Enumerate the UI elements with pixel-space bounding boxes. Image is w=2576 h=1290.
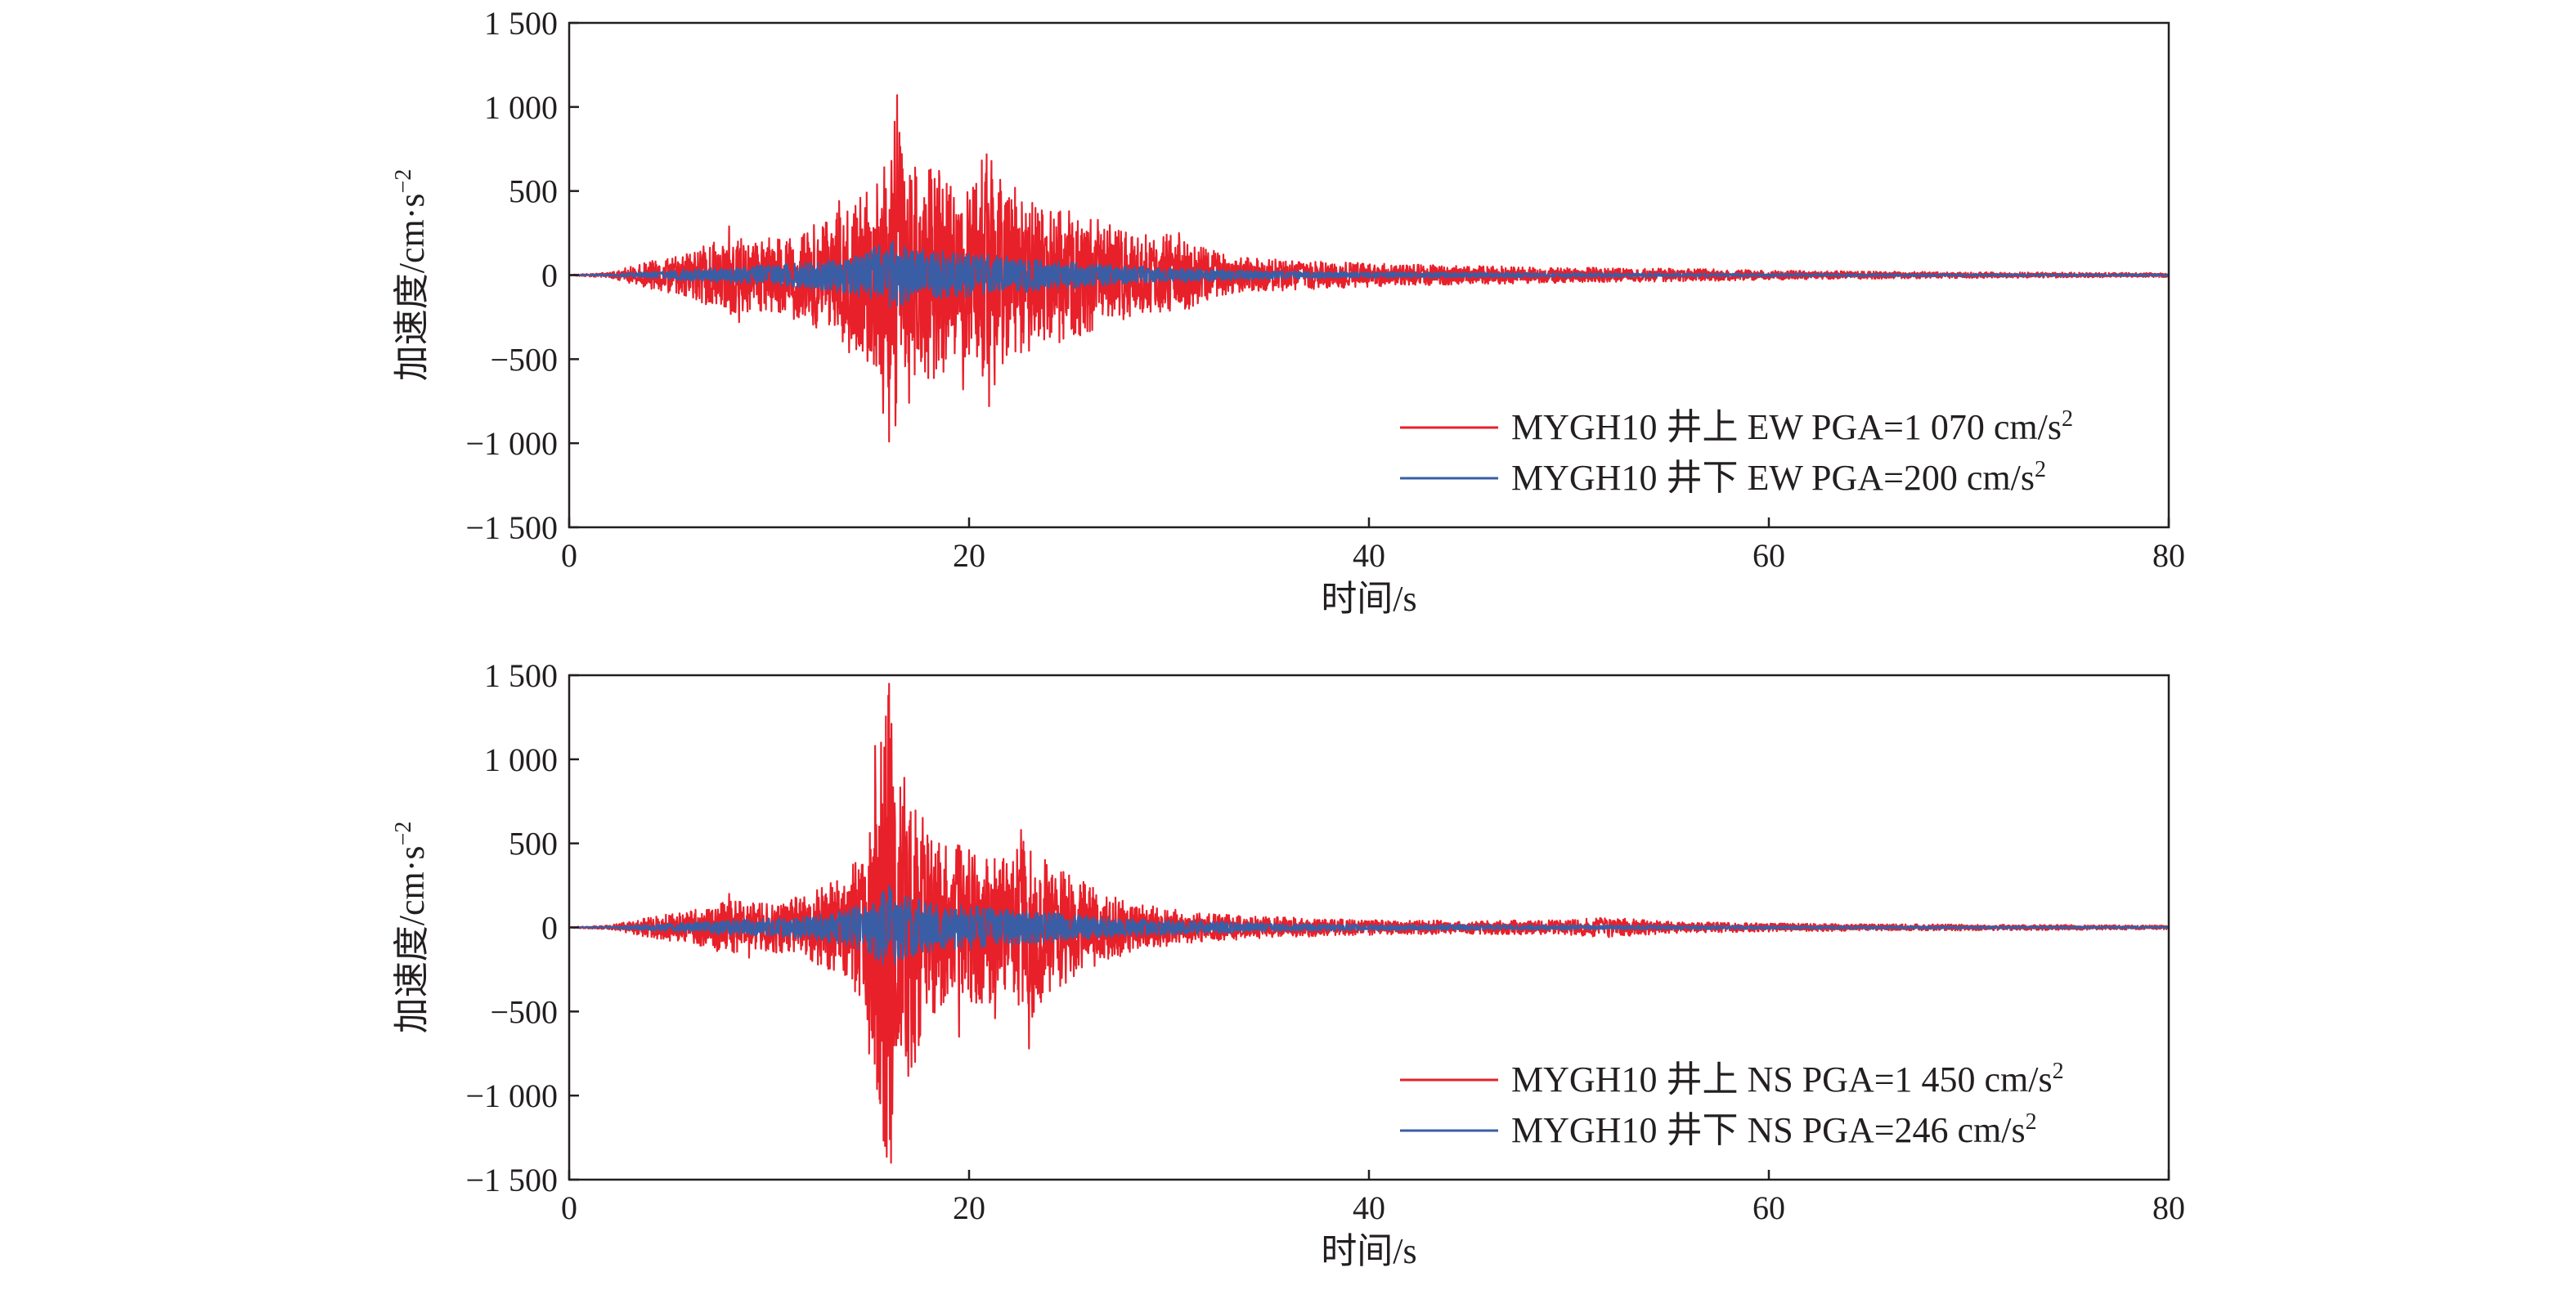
y-tick-label: −1 500 xyxy=(465,1162,558,1198)
chart-panel-ns: 0 20 40 60 80 −1 500 −1 000 −500 0 500 1 000 1 500… xyxy=(391,657,2185,1271)
trace-group xyxy=(568,683,2170,1164)
legend-label-borehole-sup: 2 xyxy=(2026,1109,2037,1135)
y-tick-label: 1 000 xyxy=(484,89,558,126)
x-tick-label: 40 xyxy=(1353,537,1385,574)
y-tick-label: 0 xyxy=(541,258,558,294)
y-tick-label: 500 xyxy=(509,173,558,210)
x-tick-label: 20 xyxy=(953,1189,985,1226)
legend-label-surface: MYGH10 井上 EW PGA=1 070 cm/s2 xyxy=(1511,406,2073,447)
y-axis-ticks: −1 500 −1 000 −500 0 500 1 000 1 500 xyxy=(465,5,579,546)
y-axis-label-exponent: −2 xyxy=(391,169,416,194)
x-axis-ticks: 0 20 40 60 80 xyxy=(561,1170,2185,1226)
y-axis-label-text: 加速度/cm·s xyxy=(392,194,432,382)
legend-label-surface-text: MYGH10 井上 NS PGA=1 450 cm/s xyxy=(1511,1059,2053,1100)
legend-label-borehole: MYGH10 井下 NS PGA=246 cm/s2 xyxy=(1511,1109,2037,1150)
legend-label-borehole-sup: 2 xyxy=(2035,457,2046,482)
legend-label-surface-sup: 2 xyxy=(2062,406,2073,432)
x-axis-label: 时间/s xyxy=(1321,1231,1416,1271)
y-axis-label: 加速度/cm·s−2 xyxy=(391,169,432,382)
legend: MYGH10 井上 NS PGA=1 450 cm/s2 MYGH10 井下 N… xyxy=(1400,1059,2064,1150)
y-tick-label: 1 000 xyxy=(484,741,558,778)
y-tick-label: −1 000 xyxy=(465,1077,558,1114)
y-axis-ticks: −1 500 −1 000 −500 0 500 1 000 1 500 xyxy=(465,657,579,1198)
x-tick-label: 0 xyxy=(561,537,577,574)
legend-label-surface: MYGH10 井上 NS PGA=1 450 cm/s2 xyxy=(1511,1059,2064,1100)
y-tick-label: 1 500 xyxy=(484,657,558,694)
y-axis-label-exponent: −2 xyxy=(391,822,416,846)
x-tick-label: 80 xyxy=(2152,537,2185,574)
trace-group xyxy=(568,94,2170,443)
y-tick-label: −1 000 xyxy=(465,425,558,462)
series-trace-borehole xyxy=(568,240,2170,308)
x-tick-label: 60 xyxy=(1752,1189,1785,1226)
y-tick-label: −500 xyxy=(490,341,558,378)
y-tick-label: 500 xyxy=(509,826,558,862)
chart-panel-ew: 0 20 40 60 80 −1 500 −1 000 −500 0 500 1 000 1 500… xyxy=(391,5,2185,619)
x-tick-label: 80 xyxy=(2152,1189,2185,1226)
y-tick-label: −1 500 xyxy=(465,509,558,546)
legend-label-borehole-text: MYGH10 井下 NS PGA=246 cm/s xyxy=(1511,1110,2026,1150)
legend-label-surface-sup: 2 xyxy=(2053,1059,2064,1084)
y-axis-label: 加速度/cm·s−2 xyxy=(391,822,432,1034)
x-tick-label: 20 xyxy=(953,537,985,574)
legend: MYGH10 井上 EW PGA=1 070 cm/s2 MYGH10 井下 E… xyxy=(1400,406,2073,498)
y-tick-label: 1 500 xyxy=(484,5,558,42)
y-axis-label-text: 加速度/cm·s xyxy=(392,846,432,1034)
x-axis-label: 时间/s xyxy=(1321,579,1416,619)
x-axis-ticks: 0 20 40 60 80 xyxy=(561,517,2185,574)
y-tick-label: 0 xyxy=(541,910,558,947)
x-tick-label: 40 xyxy=(1353,1189,1385,1226)
legend-label-borehole-text: MYGH10 井下 EW PGA=200 cm/s xyxy=(1511,458,2035,498)
legend-label-borehole: MYGH10 井下 EW PGA=200 cm/s2 xyxy=(1511,457,2046,498)
x-tick-label: 0 xyxy=(561,1189,577,1226)
x-tick-label: 60 xyxy=(1752,537,1785,574)
series-trace-borehole xyxy=(568,885,2170,965)
legend-label-surface-text: MYGH10 井上 EW PGA=1 070 cm/s xyxy=(1511,407,2062,447)
y-tick-label: −500 xyxy=(490,993,558,1030)
